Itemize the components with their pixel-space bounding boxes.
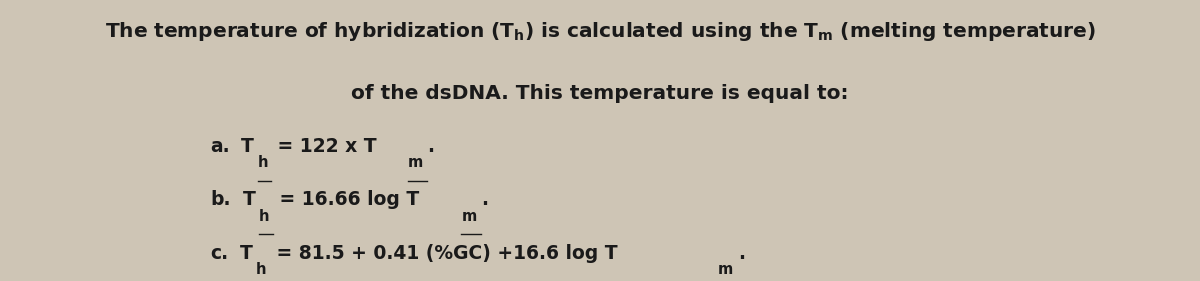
Text: b.: b. bbox=[210, 190, 230, 209]
Text: T: T bbox=[242, 190, 256, 209]
Text: h: h bbox=[258, 155, 269, 170]
Text: T: T bbox=[239, 244, 252, 262]
Text: .: . bbox=[481, 190, 488, 209]
Text: .: . bbox=[738, 244, 745, 262]
Text: = 122 x T: = 122 x T bbox=[271, 137, 377, 156]
Text: m: m bbox=[461, 209, 476, 224]
Text: a.: a. bbox=[210, 137, 229, 156]
Text: h: h bbox=[259, 209, 270, 224]
Text: The temperature of hybridization ($\mathbf{T_h}$) is calculated using the $\math: The temperature of hybridization ($\math… bbox=[104, 20, 1096, 43]
Text: = 16.66 log T: = 16.66 log T bbox=[272, 190, 419, 209]
Text: h: h bbox=[256, 262, 266, 277]
Text: = 81.5 + 0.41 (%GC) +16.6 log T: = 81.5 + 0.41 (%GC) +16.6 log T bbox=[270, 244, 617, 262]
Text: .: . bbox=[427, 137, 434, 156]
Text: T: T bbox=[241, 137, 254, 156]
Text: m: m bbox=[408, 155, 424, 170]
Text: of the dsDNA. This temperature is equal to:: of the dsDNA. This temperature is equal … bbox=[352, 84, 848, 103]
Text: c.: c. bbox=[210, 244, 228, 262]
Text: m: m bbox=[718, 262, 733, 277]
